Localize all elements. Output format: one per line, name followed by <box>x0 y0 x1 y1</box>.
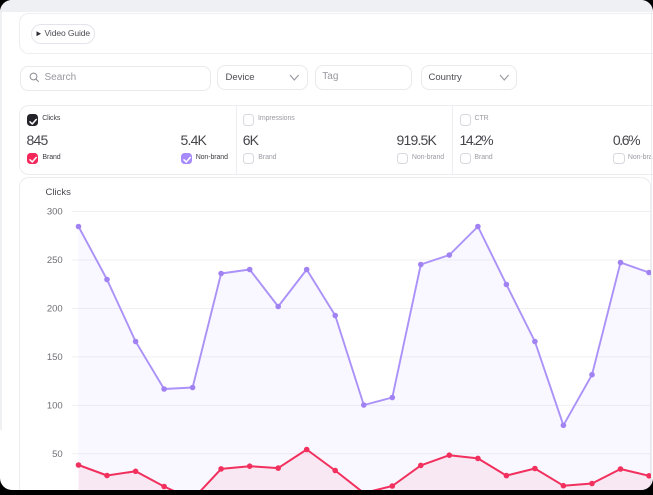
svg-text:50: 50 <box>52 449 63 460</box>
svg-text:250: 250 <box>46 255 62 266</box>
svg-text:100: 100 <box>46 400 62 411</box>
svg-text:300: 300 <box>46 206 62 217</box>
svg-text:150: 150 <box>46 352 62 363</box>
svg-text:200: 200 <box>46 303 62 314</box>
